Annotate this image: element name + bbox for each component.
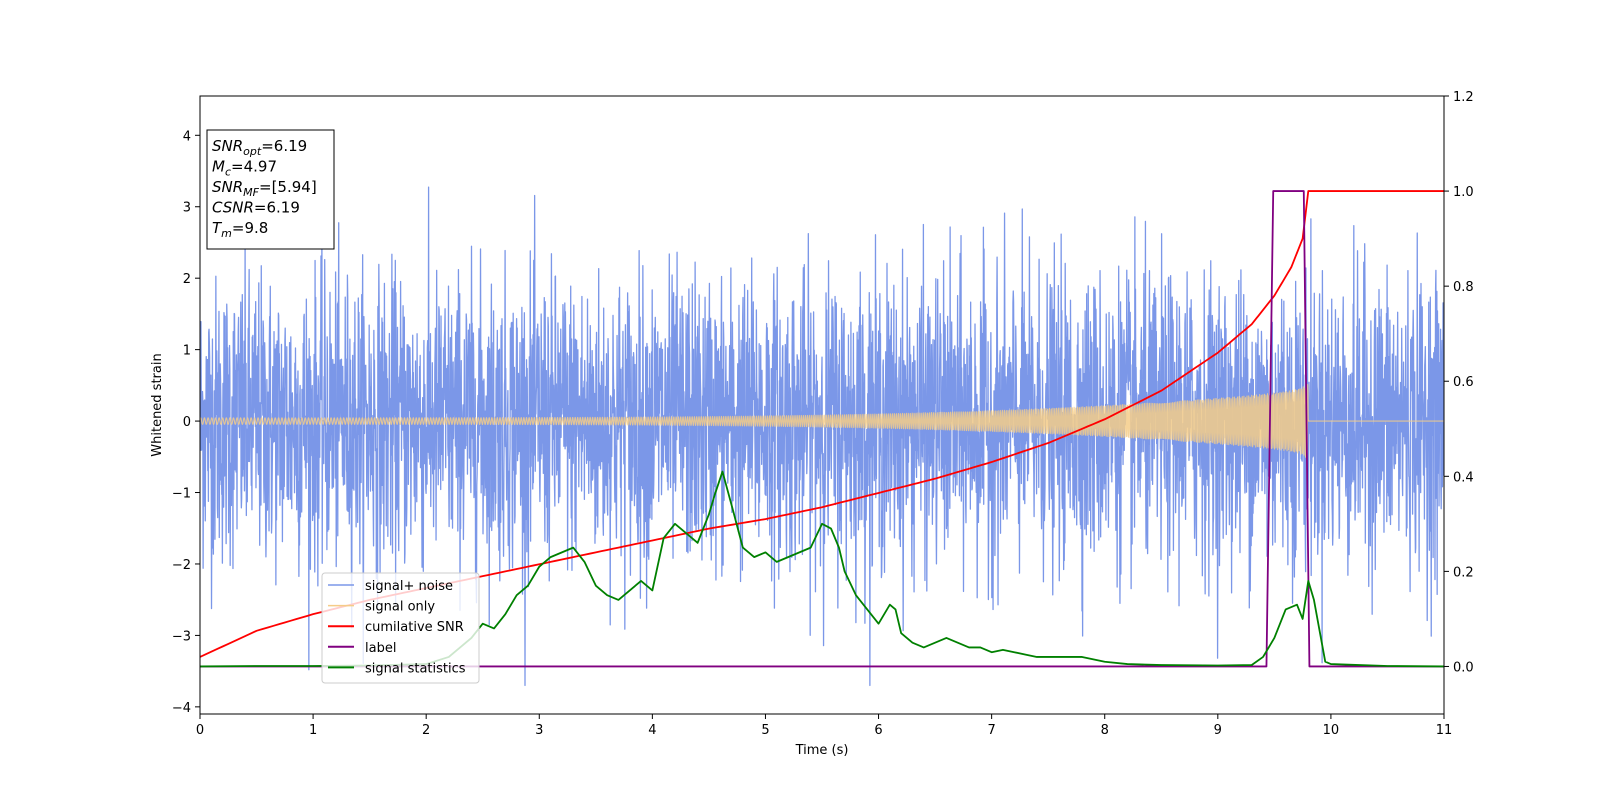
y2-tick-label: 0.2 <box>1453 565 1474 580</box>
legend-entry: cumilative SNR <box>365 620 464 635</box>
plot-frame <box>199 95 1445 715</box>
y-axis-right: 0.0 0.2 0.4 0.6 0.8 1.0 1.2 <box>1444 90 1474 675</box>
y-axis-label: Whitened strain <box>150 353 165 456</box>
x-tick-label: 0 <box>196 723 204 738</box>
info-box-frame <box>206 129 335 250</box>
info-box-line: Mc=4.97 <box>212 158 277 179</box>
legend-entry: signal+ noise <box>365 579 453 594</box>
series-line-signal-statistics <box>200 470 1444 668</box>
x-tick-label: 2 <box>422 723 430 738</box>
x-axis: 0 1 2 3 4 5 6 7 8 9 10 11 <box>196 714 1452 738</box>
y-tick-label: −1 <box>172 487 191 502</box>
legend-entry: signal only <box>365 600 435 615</box>
y-tick-label: 4 <box>183 129 191 144</box>
y-tick-label: 1 <box>183 344 191 359</box>
y-axis-left: −4 −3 −2 −1 0 1 2 3 4 <box>172 129 200 716</box>
legend-entry: signal statistics <box>365 661 466 676</box>
legend-entry: label <box>365 641 396 656</box>
x-tick-label: 1 <box>309 723 317 738</box>
y-tick-label: −2 <box>172 558 191 573</box>
x-tick-label: 5 <box>761 723 769 738</box>
y-tick-label: −4 <box>172 701 191 716</box>
x-tick-label: 3 <box>535 723 543 738</box>
y2-tick-label: 0.6 <box>1453 375 1474 390</box>
legend-frame <box>321 572 480 684</box>
x-axis-label: Time (s) <box>795 743 849 758</box>
x-tick-label: 4 <box>648 723 656 738</box>
x-tick-label: 6 <box>874 723 882 738</box>
x-tick-label: 11 <box>1436 723 1453 738</box>
y2-tick-label: 1.0 <box>1453 185 1474 200</box>
y2-tick-label: 0.8 <box>1453 280 1474 295</box>
legend: signal+ noise signal only cumilative SNR la… <box>321 572 480 684</box>
info-box-line: SNRopt=6.19 <box>212 137 307 158</box>
y2-tick-label: 0.0 <box>1453 660 1474 675</box>
info-box-line: Tm=9.8 <box>212 219 268 240</box>
y-tick-label: 0 <box>183 415 191 430</box>
x-tick-label: 8 <box>1101 723 1109 738</box>
info-box-line: CSNR=6.19 <box>212 199 300 217</box>
x-tick-label: 9 <box>1214 723 1222 738</box>
series-line-label <box>200 190 1444 668</box>
y-tick-label: 3 <box>183 201 191 216</box>
x-tick-label: 7 <box>987 723 995 738</box>
y2-tick-label: 1.2 <box>1453 90 1474 105</box>
x-tick-label: 10 <box>1323 723 1340 738</box>
y2-tick-label: 0.4 <box>1453 470 1474 485</box>
info-box-line: SNRMF=[5.94] <box>212 178 317 199</box>
series-line-signal-only <box>200 383 1444 458</box>
y-tick-label: 2 <box>183 272 191 287</box>
y-tick-label: −3 <box>172 629 191 644</box>
